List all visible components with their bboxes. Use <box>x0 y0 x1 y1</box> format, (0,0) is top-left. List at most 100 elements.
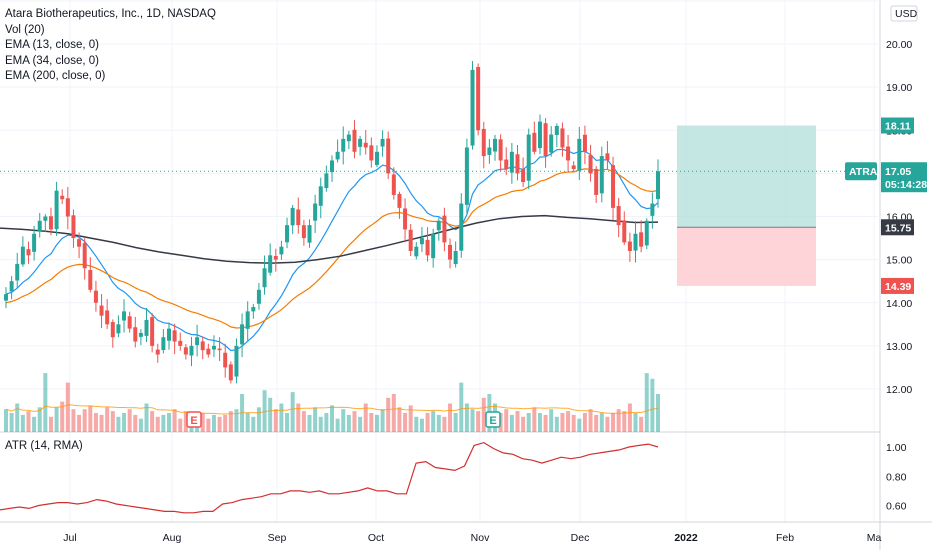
candle-body <box>560 128 565 148</box>
candle-body <box>330 160 334 173</box>
volume-bar <box>380 409 385 432</box>
volume-bar <box>256 407 261 432</box>
volume-bar <box>588 409 593 432</box>
volume-bar <box>138 418 143 432</box>
candle-body <box>611 165 616 208</box>
volume-bar <box>599 413 604 432</box>
volume-bar <box>251 416 256 432</box>
legend-ema13[interactable]: EMA (13, close, 0) <box>5 39 99 51</box>
volume-bar <box>425 413 430 432</box>
volume-bar <box>296 403 301 432</box>
candle-body <box>622 220 627 243</box>
atr-line <box>0 441 659 514</box>
atr-legend[interactable]: ATR (14, RMA) <box>5 440 83 452</box>
earnings-marker[interactable]: E <box>485 411 501 428</box>
volume-bar <box>228 411 233 432</box>
volume-bar <box>144 403 149 432</box>
earnings-badge <box>186 411 202 428</box>
candle-body <box>374 151 379 165</box>
time-label: Sep <box>268 532 287 544</box>
candle-body <box>464 147 469 205</box>
candle-body <box>223 352 228 368</box>
candle-body <box>313 203 318 221</box>
candle-body <box>228 364 233 381</box>
volume-bar <box>543 414 548 432</box>
volume-bar <box>419 418 424 432</box>
candle-body <box>195 337 200 346</box>
time-axis[interactable]: Jul Aug Sep Oct Nov Dec 2022 Feb Ma <box>63 532 881 544</box>
volume-bar <box>560 413 565 432</box>
candle-body <box>386 138 391 174</box>
candle-body <box>425 239 430 256</box>
candle-body <box>644 220 649 246</box>
candle-body <box>138 332 143 337</box>
candle-body <box>206 348 211 355</box>
candle-body <box>234 345 239 377</box>
candle-body <box>245 311 250 329</box>
volume-bar <box>279 403 284 432</box>
time-label: Ma <box>867 532 882 544</box>
candle-body <box>15 263 20 281</box>
volume-bar <box>504 409 509 432</box>
volume-bar <box>656 394 660 432</box>
candle-body <box>459 203 464 251</box>
candle-body <box>605 153 610 161</box>
candle-body <box>296 209 301 226</box>
candle-body <box>144 320 149 336</box>
volume-bar <box>217 416 222 432</box>
volume-bar <box>82 409 87 432</box>
candle-body <box>515 154 520 174</box>
volume-bar <box>374 414 379 432</box>
chart-legend: Atara Biotherapeutics, Inc., 1D, NASDAQ … <box>5 7 216 85</box>
volume-bar <box>105 407 110 432</box>
candle-body <box>577 138 582 171</box>
candle-body <box>200 341 205 351</box>
candle-body <box>133 327 138 342</box>
volume-bar <box>577 418 582 432</box>
time-label: Nov <box>471 532 490 544</box>
candle-body <box>273 256 278 260</box>
price-axis[interactable]: 20.0019.0018.0017.0016.0015.0014.0013.00… <box>886 5 918 513</box>
legend-ema200[interactable]: EMA (200, close, 0) <box>5 70 106 82</box>
volume-bar <box>403 413 408 432</box>
candle-body <box>470 69 475 146</box>
time-label: Feb <box>776 532 794 544</box>
candle-body <box>504 159 509 170</box>
candle-body <box>105 310 110 325</box>
candle-body <box>93 290 98 303</box>
candle-body <box>4 294 8 301</box>
price-tick-label: 15.00 <box>886 255 912 267</box>
candle-body <box>352 129 357 152</box>
target-zone <box>677 125 816 228</box>
volume-bar <box>245 413 250 432</box>
volume-bar <box>363 403 368 432</box>
long-position-tool[interactable] <box>677 125 816 286</box>
candle-body <box>251 307 256 312</box>
candle-body <box>324 173 329 189</box>
volume-bar <box>391 394 396 432</box>
legend-ema34[interactable]: EMA (34, close, 0) <box>5 54 99 67</box>
volume-bar <box>211 414 216 432</box>
volume-bar <box>644 373 649 432</box>
time-label: 2022 <box>674 532 698 544</box>
volume-bar <box>99 414 104 432</box>
volume-bar <box>397 407 402 432</box>
legend-volume[interactable]: Vol (20) <box>5 23 45 36</box>
earnings-marker[interactable]: E <box>186 411 202 428</box>
volume-bar <box>611 413 616 432</box>
candle-body <box>543 123 548 157</box>
volume-bar <box>262 390 267 432</box>
candle-body <box>582 134 587 152</box>
entry-price-tag: 15.75 <box>885 222 911 234</box>
symbol-title[interactable]: Atara Biotherapeutics, Inc., 1D, NASDAQ <box>5 8 216 20</box>
candle-body <box>32 233 37 252</box>
stop-price-tag: 14.39 <box>885 281 911 293</box>
candle-body <box>9 281 14 292</box>
candle-body <box>48 216 53 230</box>
candle-body <box>307 225 312 243</box>
stop-price-tag-bg <box>881 277 914 294</box>
stop-zone <box>677 227 816 286</box>
volume-bar <box>414 416 419 432</box>
